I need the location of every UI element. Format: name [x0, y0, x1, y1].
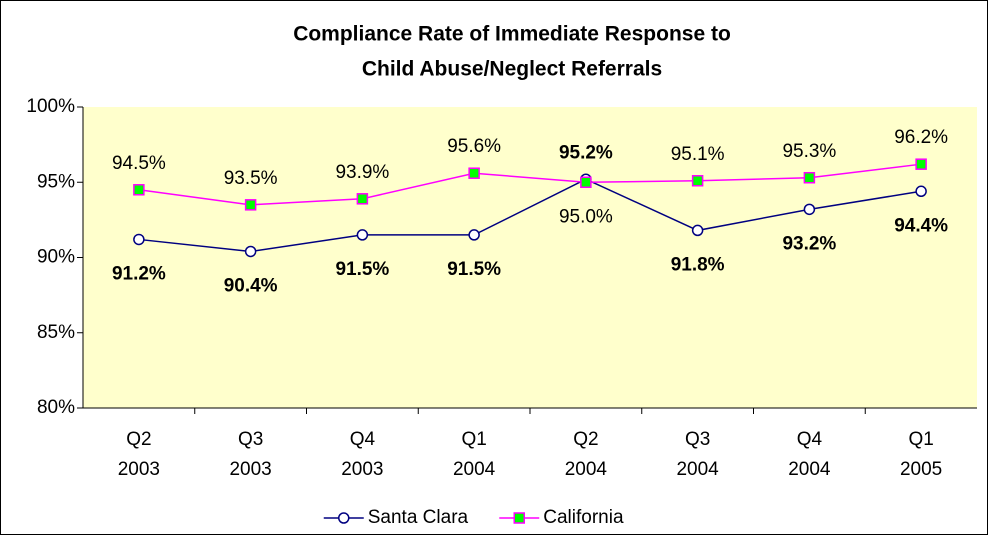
legend-marker [338, 512, 350, 524]
x-tick-label: Q2 2003 [118, 429, 160, 480]
marker [244, 199, 257, 211]
data-label: 95.6% [447, 136, 501, 157]
y-tick-label: 95% [37, 171, 75, 192]
data-label: 95.0% [559, 206, 613, 227]
marker [133, 184, 145, 196]
x-tick-label: Q2 2004 [565, 429, 608, 480]
marker [580, 176, 592, 188]
data-label: 90.4% [224, 275, 278, 296]
x-tick-label: Q4 2003 [341, 429, 383, 480]
x-tick-label: Q4 2004 [788, 429, 831, 480]
legend-label: Santa Clara [368, 507, 469, 528]
marker [356, 193, 369, 205]
marker [468, 229, 480, 241]
marker [691, 174, 704, 187]
legend-label: California [543, 507, 624, 528]
plot-area [83, 107, 977, 408]
data-label: 91.5% [335, 259, 389, 280]
data-label: 94.5% [112, 153, 166, 174]
data-label: 96.2% [894, 127, 948, 148]
chart-title: Compliance Rate of Immediate Response to [293, 23, 731, 46]
marker [468, 167, 480, 179]
marker [915, 158, 927, 170]
marker [803, 171, 816, 184]
marker [915, 185, 927, 198]
data-label: 95.1% [671, 144, 725, 165]
x-tick-label: Q3 2003 [229, 429, 271, 480]
marker [691, 224, 704, 237]
data-label: 91.5% [447, 259, 501, 280]
y-tick-label: 90% [37, 247, 75, 268]
marker [356, 229, 369, 241]
data-label: 93.9% [335, 162, 389, 183]
data-label: 95.2% [559, 142, 613, 163]
y-tick-label: 100% [26, 96, 75, 117]
data-label: 94.4% [894, 215, 948, 236]
data-label: 95.3% [782, 141, 836, 162]
chart-title: Child Abuse/Neglect Referrals [362, 58, 662, 81]
data-label: 93.2% [782, 233, 836, 254]
x-tick-label: Q1 2005 [900, 429, 942, 480]
data-label: 93.5% [224, 168, 278, 189]
series-line [138, 163, 922, 206]
legend-marker [513, 512, 525, 524]
x-tick-label: Q3 2004 [676, 429, 719, 480]
marker [803, 203, 816, 216]
data-label: 91.8% [671, 254, 725, 275]
y-tick-label: 85% [37, 322, 75, 343]
marker [244, 245, 257, 258]
y-tick-label: 80% [37, 397, 75, 418]
series-line [138, 178, 922, 253]
data-label: 91.2% [112, 263, 166, 284]
marker [133, 233, 145, 246]
x-tick-label: Q1 2004 [453, 429, 496, 480]
